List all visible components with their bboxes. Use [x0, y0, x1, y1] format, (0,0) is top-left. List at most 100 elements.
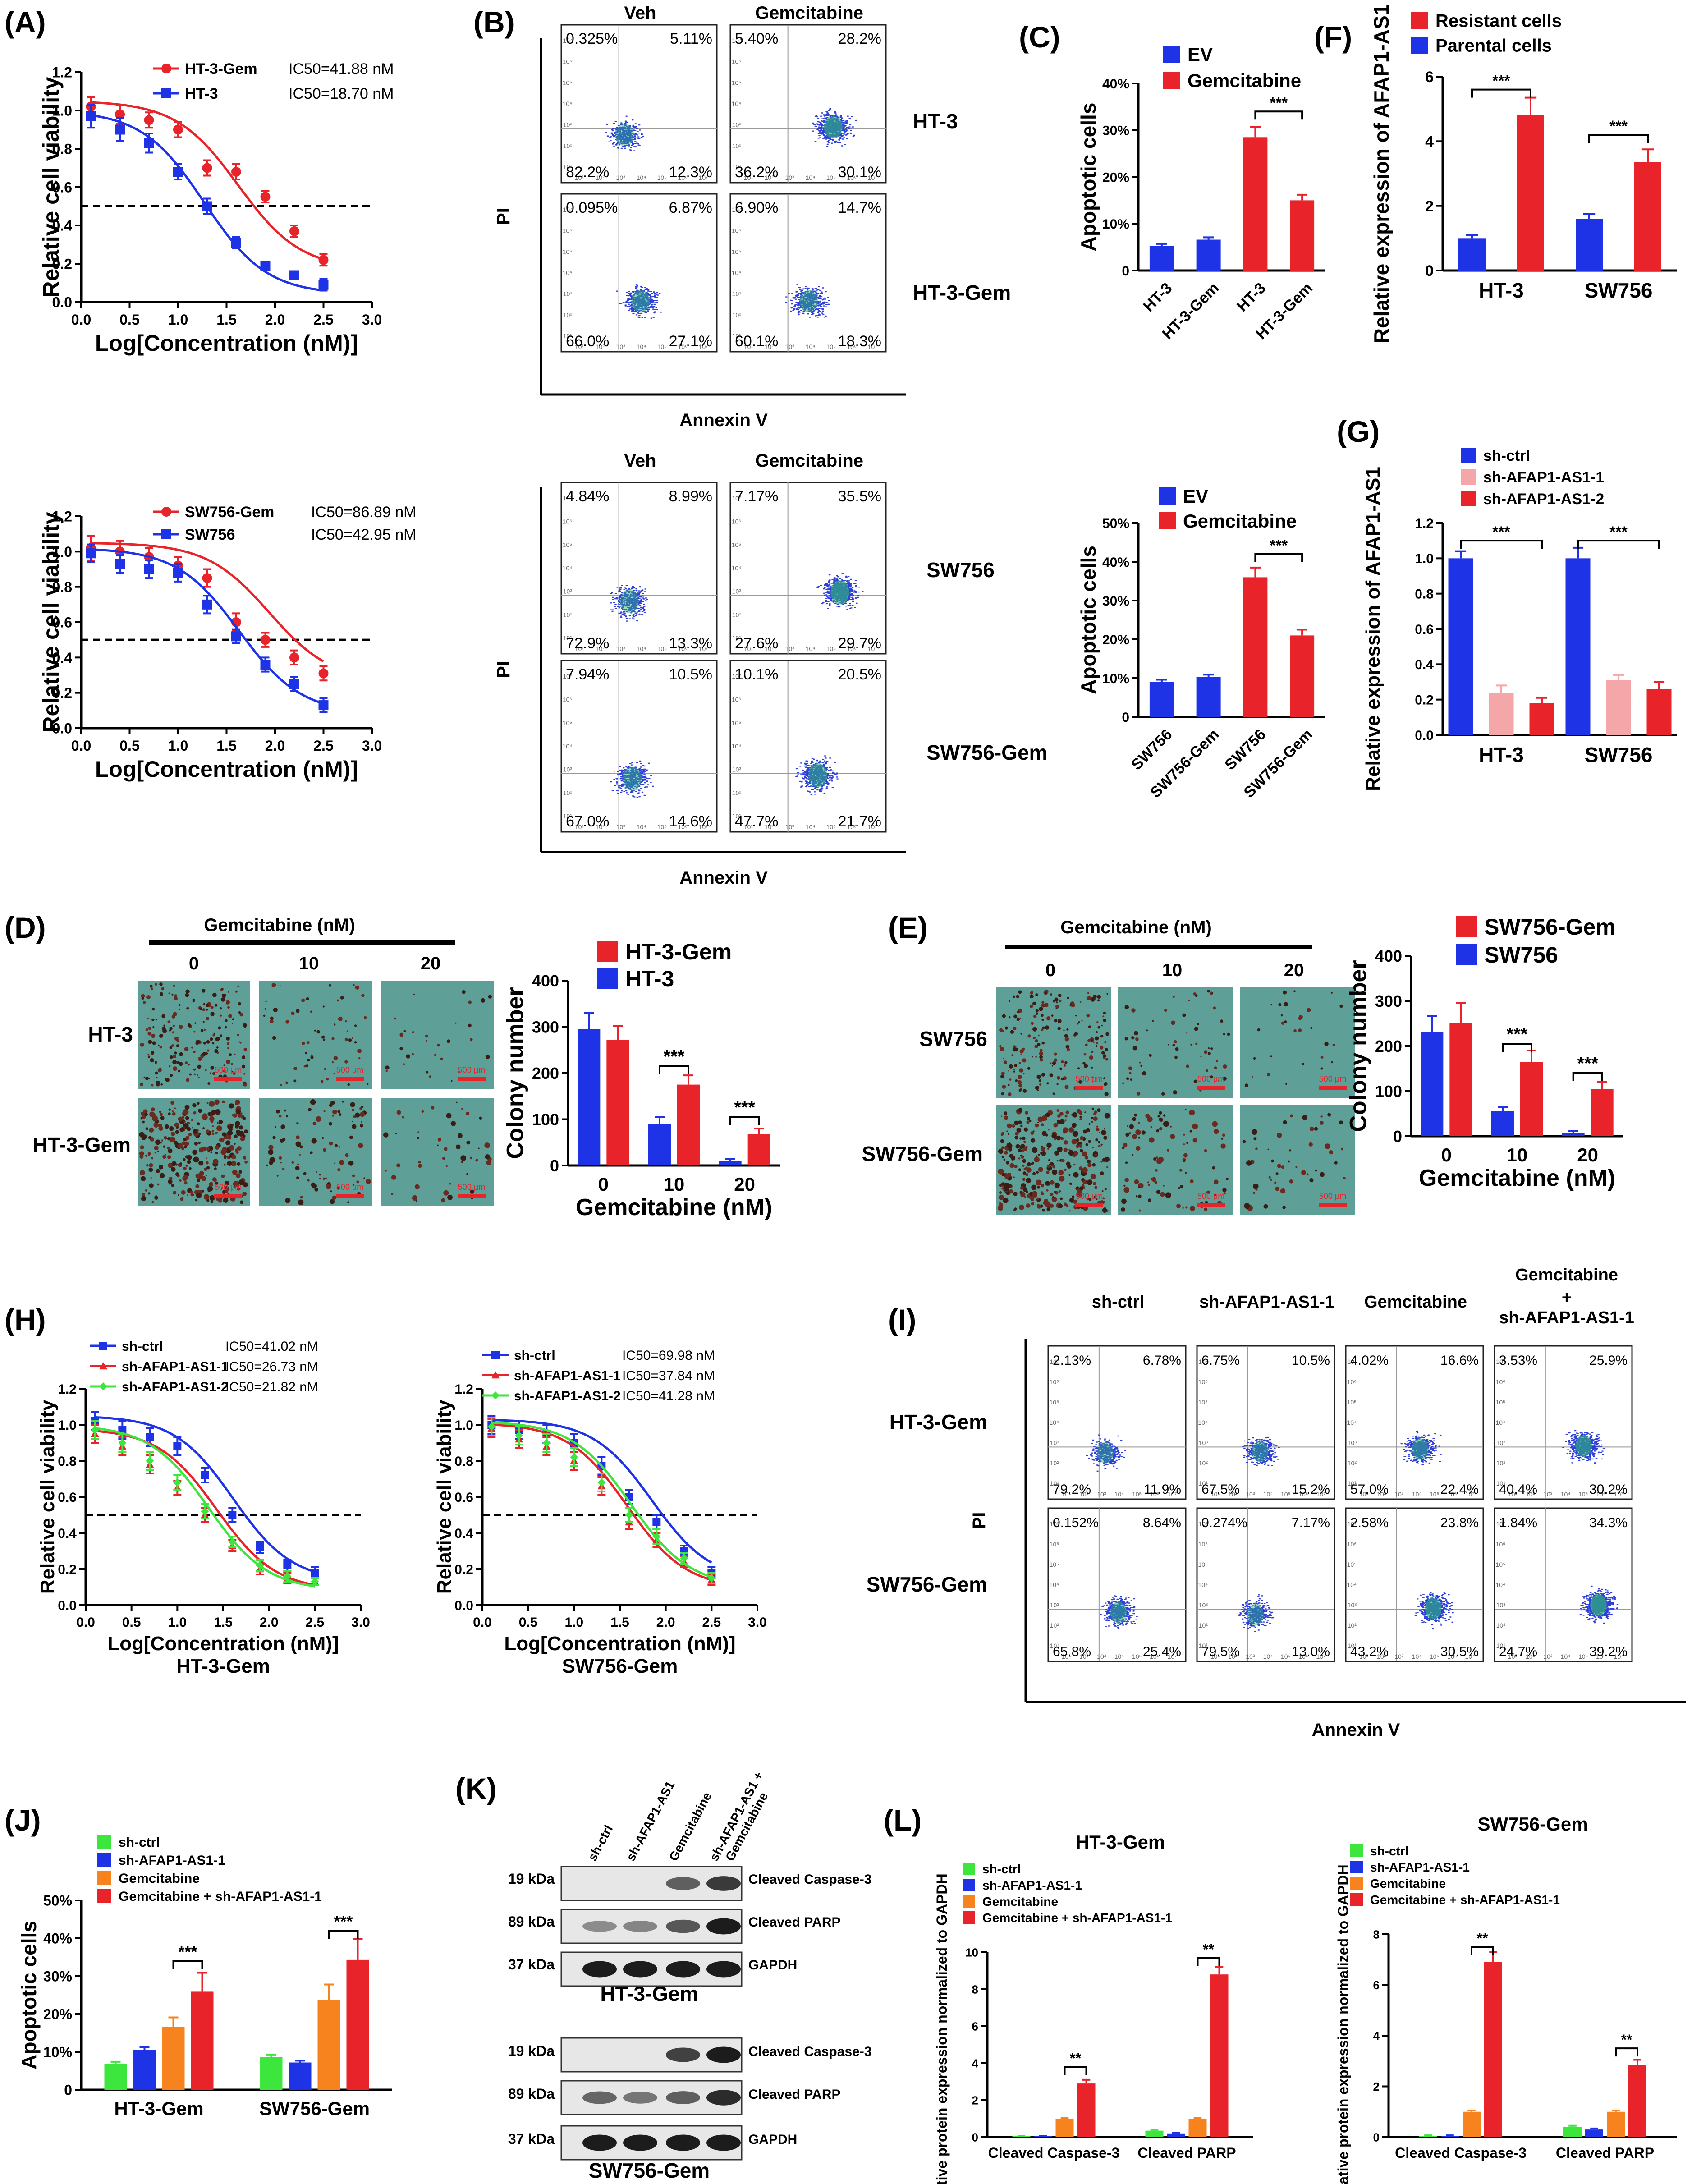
colony-dot: [1104, 1092, 1109, 1097]
colony-dot: [154, 1114, 156, 1116]
colony-dot: [243, 1025, 247, 1028]
colony-dot: [238, 1011, 241, 1014]
colony-dot: [1156, 1158, 1162, 1164]
colony-dot: [466, 1140, 471, 1145]
x-tick-label: 3.0: [351, 1615, 370, 1630]
legend-label: Gemcitabine: [982, 1895, 1058, 1909]
colony-dot: [1020, 1186, 1024, 1190]
y-tick-label: 0.8: [58, 1454, 77, 1469]
colony-dot: [1284, 1002, 1288, 1007]
legend-label: SW756: [1484, 942, 1558, 968]
colony-dot: [385, 1069, 388, 1072]
colony-dot: [150, 1115, 153, 1117]
y-tick-label: 0: [972, 2130, 978, 2144]
colony-dot: [1033, 1037, 1036, 1039]
flow-tick-label: 10¹: [563, 332, 573, 340]
panel-label-a: (A): [5, 5, 46, 39]
colony-dot: [395, 1133, 397, 1134]
colony-dot: [1013, 1068, 1016, 1070]
colony-dot: [1027, 1034, 1031, 1038]
chart-subtitle: HT-3-Gem: [176, 1655, 270, 1677]
bar: [346, 1959, 369, 2090]
colony-dot: [1320, 1172, 1325, 1177]
data-point: [173, 1478, 182, 1487]
colony-dot: [160, 992, 164, 996]
colony-dot: [1223, 1192, 1226, 1195]
colony-dot: [296, 1122, 299, 1125]
colony-e-row-sw756gem: SW756-Gem: [862, 1142, 983, 1165]
colony-dot: [1010, 1186, 1013, 1188]
colony-dot: [211, 1133, 215, 1135]
colony-dot: [225, 1140, 231, 1146]
quadrant-lr: 39.2%: [1589, 1644, 1628, 1659]
colony-dot: [310, 1151, 313, 1154]
data-point: [260, 635, 271, 645]
colony-dot: [1150, 1126, 1152, 1128]
colony-dot: [1207, 990, 1210, 993]
panel-label-g: (G): [1337, 415, 1380, 448]
colony-dot: [1095, 1036, 1099, 1041]
group-label: SW756: [1585, 743, 1653, 766]
colony-dot: [228, 991, 229, 993]
colony-dot: [1063, 1132, 1065, 1134]
group-label: HT-3: [1479, 279, 1524, 302]
colony-dot: [197, 1179, 200, 1182]
colony-dot: [169, 1046, 172, 1049]
y-tick-label: 1.0: [52, 103, 72, 119]
colony-dot: [291, 1161, 294, 1164]
colony-dot: [1103, 1011, 1106, 1014]
y-tick-label: 6: [1425, 69, 1434, 86]
colony-dot: [183, 1145, 187, 1149]
colony-dot: [1173, 1090, 1177, 1095]
blot-band-label: Cleaved PARP: [748, 1915, 841, 1930]
legend-label: sh-ctrl: [1483, 447, 1530, 464]
colony-dot: [235, 1150, 239, 1154]
colony-dot: [214, 1049, 218, 1053]
colony-dot: [151, 1107, 155, 1112]
flow-tick-label: 10⁴: [562, 269, 572, 276]
colony-dot: [1147, 1116, 1153, 1122]
colony-dot: [185, 1061, 188, 1064]
significance-label: ***: [1492, 73, 1510, 90]
blot-bands: [560, 1866, 743, 2161]
data-point: [283, 1572, 292, 1580]
colony-dot: [178, 1143, 183, 1149]
colony-dot: [266, 1164, 268, 1166]
colony-dot: [1210, 992, 1213, 995]
panel-label-f: (F): [1314, 20, 1352, 54]
legend-label: sh-ctrl: [122, 1339, 163, 1354]
colony-dot: [312, 1121, 316, 1125]
colony-dot: [1042, 1026, 1045, 1029]
colony-dot: [272, 1036, 276, 1040]
colony-dot: [1174, 1055, 1178, 1059]
colony-dot: [145, 1154, 148, 1157]
colony-dot: [1246, 1160, 1252, 1166]
colony-dot: [1092, 1163, 1096, 1167]
data-point: [118, 1439, 127, 1447]
colony-dot: [306, 1064, 308, 1067]
colony-dot: [212, 993, 217, 997]
quadrant-ur: 5.11%: [670, 30, 712, 47]
colony-dot: [1183, 1153, 1188, 1158]
legend-swatch: [1461, 469, 1476, 485]
scale-bar-label: 500 μm: [215, 1065, 242, 1074]
colony-dot: [999, 1028, 1003, 1032]
colony-background: [1240, 987, 1355, 1098]
colony-dot: [185, 1116, 189, 1120]
colony-dot: [225, 1181, 229, 1186]
colony-dot: [185, 1136, 190, 1140]
colony-dot: [461, 1108, 463, 1110]
y-tick-label: 1.0: [58, 1418, 77, 1433]
colony-dot: [219, 1137, 225, 1143]
flow-tick-label: 10¹: [1348, 1480, 1357, 1487]
y-tick-label: 0.4: [58, 1526, 77, 1541]
y-axis-label: Relative cell viability: [38, 77, 64, 297]
colony-dot: [206, 1009, 208, 1011]
flow-tick-label: 10¹: [1050, 1642, 1059, 1649]
flow-row-label: SW756: [926, 558, 995, 582]
flow-tick-label: 10¹: [575, 343, 584, 350]
colony-dot: [1140, 1064, 1142, 1067]
